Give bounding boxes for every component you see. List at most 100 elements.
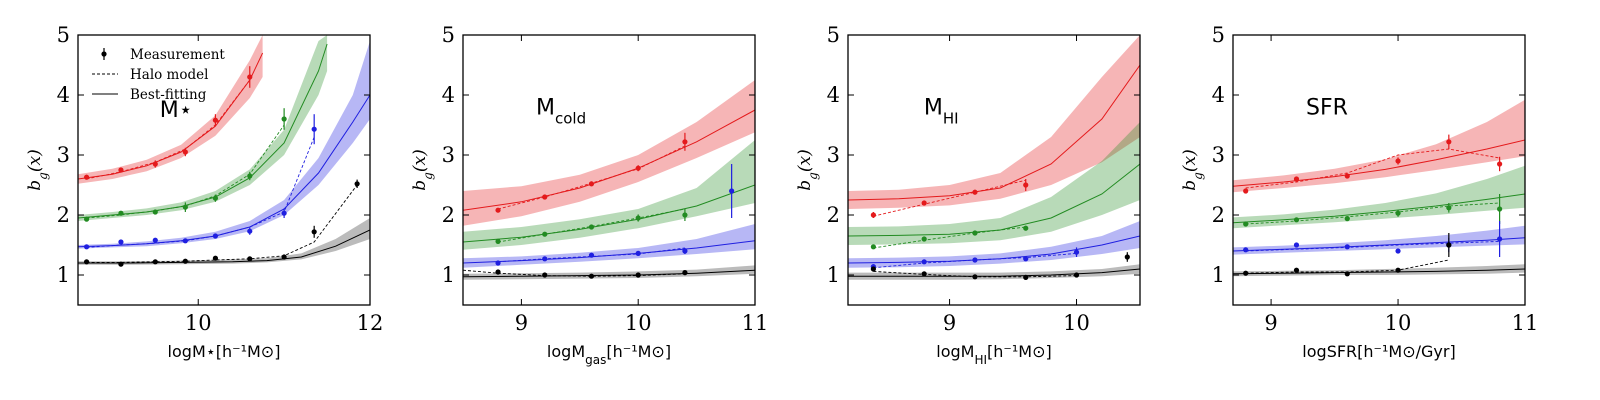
y-tick-label: 3: [57, 143, 70, 167]
measurement-point: [152, 209, 158, 215]
measurement-point: [281, 254, 287, 260]
measurement-point: [212, 195, 219, 201]
y-axis-label: bg(x): [795, 149, 820, 190]
measurement-point: [118, 167, 124, 173]
measurement-point: [1243, 188, 1249, 194]
legend: Measurement Halo model Best-fitting: [92, 47, 225, 103]
y-tick-label: 1: [1212, 263, 1225, 287]
measurement-point: [182, 258, 188, 264]
measurement-point: [1497, 161, 1503, 167]
measurement-point: [495, 207, 501, 213]
best-fit-line-series-3: [1233, 237, 1525, 252]
measurement-point: [682, 212, 688, 218]
measurement-point: [1344, 173, 1350, 179]
halo-model-line-series-4: [463, 269, 685, 277]
measurement-point: [83, 244, 90, 250]
measurement-point: [682, 248, 688, 254]
y-tick-label: 5: [1212, 23, 1225, 47]
measurement-point: [1293, 267, 1300, 273]
measurement-point: [588, 252, 595, 258]
measurement-point: [1073, 249, 1080, 255]
halo-model-line-series-4: [86, 184, 358, 263]
measurement-point: [588, 224, 595, 230]
measurement-point: [1446, 205, 1452, 211]
x-axis-label: logSFR[h⁻¹M⊙/Gyr]: [1302, 342, 1455, 361]
measurement-point: [1023, 274, 1029, 280]
panel-4: 1 2 3 4 5 9 10 11 logSFR[h⁻¹M⊙/Gyr] bg(x) SFR: [1180, 23, 1538, 361]
y-tick-label: 1: [57, 263, 70, 287]
y-tick-label: 4: [827, 83, 840, 107]
panel-annotation: MHI: [924, 95, 959, 127]
measurement-point: [1243, 247, 1249, 253]
measurement-point: [182, 204, 188, 210]
halo-model-line-series-2: [873, 226, 1026, 249]
x-tick-label: 10: [185, 311, 212, 335]
measurement-point: [682, 139, 688, 145]
measurement-point: [1446, 242, 1452, 248]
measurement-point: [870, 266, 876, 272]
y-tick-label: 4: [1212, 83, 1225, 107]
axes-frame: [462, 34, 756, 306]
measurement-point: [1293, 176, 1300, 182]
x-tick-label: 10: [1385, 311, 1412, 335]
measurement-point: [588, 273, 595, 279]
best-fit-line-series-4: [1233, 268, 1525, 275]
measurement-point: [495, 238, 501, 244]
y-tick-label: 1: [827, 263, 840, 287]
measurement-point: [281, 116, 287, 122]
measurement-point: [118, 261, 124, 267]
x-tick-label: 10: [1063, 311, 1090, 335]
measurement-point: [1344, 271, 1350, 277]
axes-frame: [77, 34, 371, 306]
measurement-point: [972, 230, 978, 236]
y-tick-label: 3: [827, 143, 840, 167]
y-tick-label: 4: [57, 83, 70, 107]
axes-frame: [1232, 34, 1526, 306]
measurement-point: [1395, 158, 1401, 164]
measurement-point: [682, 270, 688, 276]
legend-label: Measurement: [130, 47, 225, 63]
measurement-point: [212, 233, 219, 239]
panel-annotation: SFR: [1306, 95, 1348, 120]
measurement-point: [495, 260, 501, 266]
measurement-point: [354, 181, 360, 187]
y-tick-label: 2: [1212, 203, 1225, 227]
halo-model-line-series-3: [497, 247, 685, 263]
measurement-point: [1446, 139, 1452, 145]
y-tick-label: 2: [57, 203, 70, 227]
panel-annotation: M⋆: [160, 98, 193, 123]
measurement-point: [588, 181, 595, 187]
measurement-point: [495, 269, 501, 275]
measurement-point: [152, 259, 158, 265]
measurement-point: [1344, 244, 1350, 250]
measurement-point: [870, 212, 876, 218]
halo-model-line-series-1: [1245, 148, 1500, 189]
y-tick-label: 2: [827, 203, 840, 227]
measurement-point: [1023, 182, 1029, 188]
measurement-point: [921, 200, 927, 206]
measurement-point: [635, 215, 641, 221]
measurement-point: [1023, 256, 1029, 262]
measurement-point: [1124, 254, 1130, 260]
band-series-1: [78, 35, 263, 184]
band-series-3: [1233, 225, 1525, 255]
band-series-1: [463, 80, 755, 226]
measurement-point: [118, 210, 124, 216]
measurement-point: [1344, 216, 1350, 222]
y-tick-label: 3: [442, 143, 455, 167]
measurement-point: [311, 126, 317, 132]
halo-model-line-series-3: [86, 136, 315, 248]
axes-frame: [847, 34, 1141, 306]
x-tick-label: 9: [943, 311, 956, 335]
band-series-3: [78, 41, 370, 249]
halo-model-line-series-1: [86, 79, 251, 180]
measurement-point: [921, 259, 927, 265]
measurement-point: [870, 244, 876, 250]
best-fit-line-series-2: [1233, 193, 1525, 224]
measurement-point: [247, 228, 253, 234]
measurement-point: [1395, 248, 1401, 254]
x-axis-label: logMHI[h⁻¹M⊙]: [936, 342, 1051, 367]
measurement-point: [542, 256, 548, 262]
